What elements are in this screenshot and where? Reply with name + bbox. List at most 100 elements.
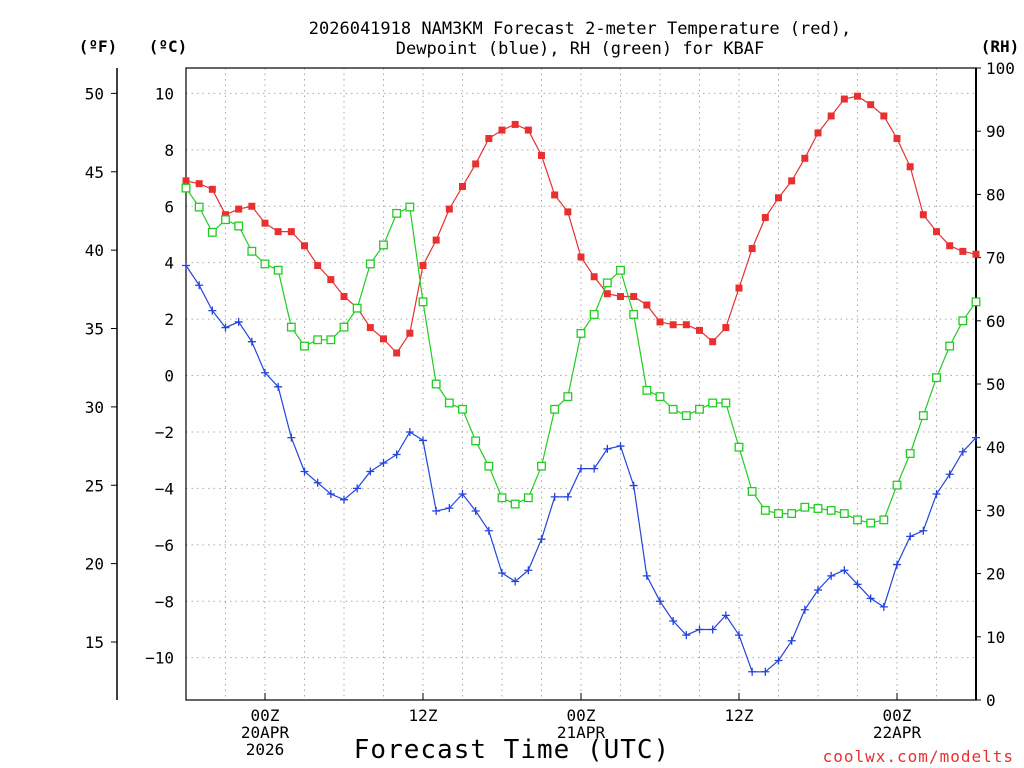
rh-point — [207, 227, 217, 237]
rh-point — [365, 259, 375, 269]
dewpoint-point — [682, 631, 691, 640]
rh-point — [221, 215, 230, 225]
rh-point — [550, 404, 560, 414]
temperature-point — [972, 250, 980, 258]
rh-point — [734, 442, 744, 452]
credit-text[interactable]: coolwx.com/modelts — [823, 747, 1014, 766]
temperature-point — [445, 205, 453, 213]
dewpoint-point — [748, 667, 757, 676]
rh-point — [523, 493, 533, 503]
temperature-point — [893, 135, 901, 143]
rh-tick-label: 0 — [986, 691, 996, 710]
temperature-point — [682, 321, 690, 329]
rh-tick-label: 10 — [986, 628, 1005, 647]
rh-point — [352, 303, 362, 313]
rh-point — [300, 341, 309, 351]
temperature-point — [814, 129, 822, 137]
dewpoint-point — [827, 571, 836, 580]
celsius-tick-label: −4 — [155, 479, 174, 498]
temperature-point — [669, 321, 677, 329]
dewpoint-point — [629, 481, 638, 490]
dewpoint-point — [484, 526, 493, 535]
fahrenheit-tick-label: 30 — [85, 398, 104, 417]
celsius-tick-label: −2 — [155, 423, 174, 442]
temperature-point — [617, 293, 624, 301]
dewpoint-point — [182, 261, 190, 270]
dewpoint-point — [498, 569, 506, 578]
rh-tick-label: 90 — [986, 122, 1005, 141]
fahrenheit-tick-label: 50 — [85, 84, 104, 103]
temperature-point — [393, 349, 401, 357]
fahrenheit-tick-label: 20 — [85, 555, 104, 574]
dewpoint-point — [919, 526, 928, 535]
dewpoint-point — [550, 492, 559, 501]
dewpoint-point — [326, 490, 335, 499]
dewpoint-point — [340, 495, 348, 504]
dewpoint-point — [945, 470, 954, 479]
rh-point — [892, 480, 902, 490]
dewpoint-point — [642, 571, 651, 580]
rh-tick-label: 40 — [986, 438, 1005, 457]
rh-point — [484, 461, 494, 471]
rh-point — [760, 505, 770, 515]
dewpoint-point — [708, 625, 717, 634]
celsius-tick-label: −8 — [155, 592, 174, 611]
temperature-point — [261, 219, 269, 227]
rh-point — [471, 436, 481, 446]
rh-tick-label: 60 — [986, 312, 1005, 331]
temperature-point — [459, 183, 466, 190]
temperature-point — [959, 247, 967, 255]
temperature-point — [788, 177, 796, 185]
rh-point — [194, 202, 204, 212]
dewpoint-point — [590, 464, 599, 473]
rh-point — [945, 341, 955, 351]
temperature-point — [485, 135, 493, 143]
rh-point — [774, 509, 783, 519]
fahrenheit-tick-label: 15 — [85, 633, 104, 652]
rh-point — [589, 310, 599, 319]
rh-point — [905, 449, 915, 458]
rh-point — [313, 335, 323, 345]
rh-point — [234, 221, 244, 231]
celsius-tick-label: −10 — [145, 649, 174, 668]
rh-point — [866, 518, 876, 528]
fahrenheit-tick-label: 45 — [85, 163, 104, 182]
dewpoint-point — [735, 631, 743, 640]
dewpoint-point — [537, 535, 546, 544]
temperature-point — [735, 284, 743, 292]
rh-point — [787, 509, 797, 519]
rh-point — [181, 183, 191, 193]
rh-point — [800, 502, 810, 512]
dewpoint-point — [445, 504, 454, 513]
x-tick-label: 12Z — [725, 706, 754, 725]
temperature-point — [827, 112, 835, 120]
dewpoint-point — [208, 306, 217, 315]
dewpoint-point — [787, 636, 796, 645]
rh-series — [181, 183, 981, 528]
rh-point — [247, 246, 257, 256]
dewpoint-point — [313, 478, 322, 487]
rh-point — [286, 322, 296, 332]
chart-title-line-2: Dewpoint (blue), RH (green) for KBAF — [396, 39, 764, 59]
temperature-point — [222, 211, 229, 219]
rh-point — [655, 392, 665, 402]
temperature-point — [722, 324, 730, 332]
rh-point — [853, 515, 862, 525]
temperature-point — [933, 228, 940, 236]
temperature-point — [340, 293, 348, 301]
dewpoint-point — [866, 594, 875, 603]
celsius-unit-label: (ºC) — [149, 37, 188, 56]
dewpoint-point — [392, 450, 401, 459]
rh-tick-label: 20 — [986, 565, 1005, 584]
temperature-point — [919, 211, 927, 219]
temperature-point — [366, 324, 374, 332]
x-tick-label: 22APR — [873, 723, 922, 742]
rh-point — [497, 493, 507, 503]
dewpoint-series — [182, 261, 980, 676]
dewpoint-point — [669, 617, 678, 625]
temperature-point — [208, 185, 216, 193]
dewpoint-point — [563, 492, 572, 501]
x-tick-label: 20APR — [241, 723, 290, 742]
dewpoint-point — [195, 281, 204, 290]
